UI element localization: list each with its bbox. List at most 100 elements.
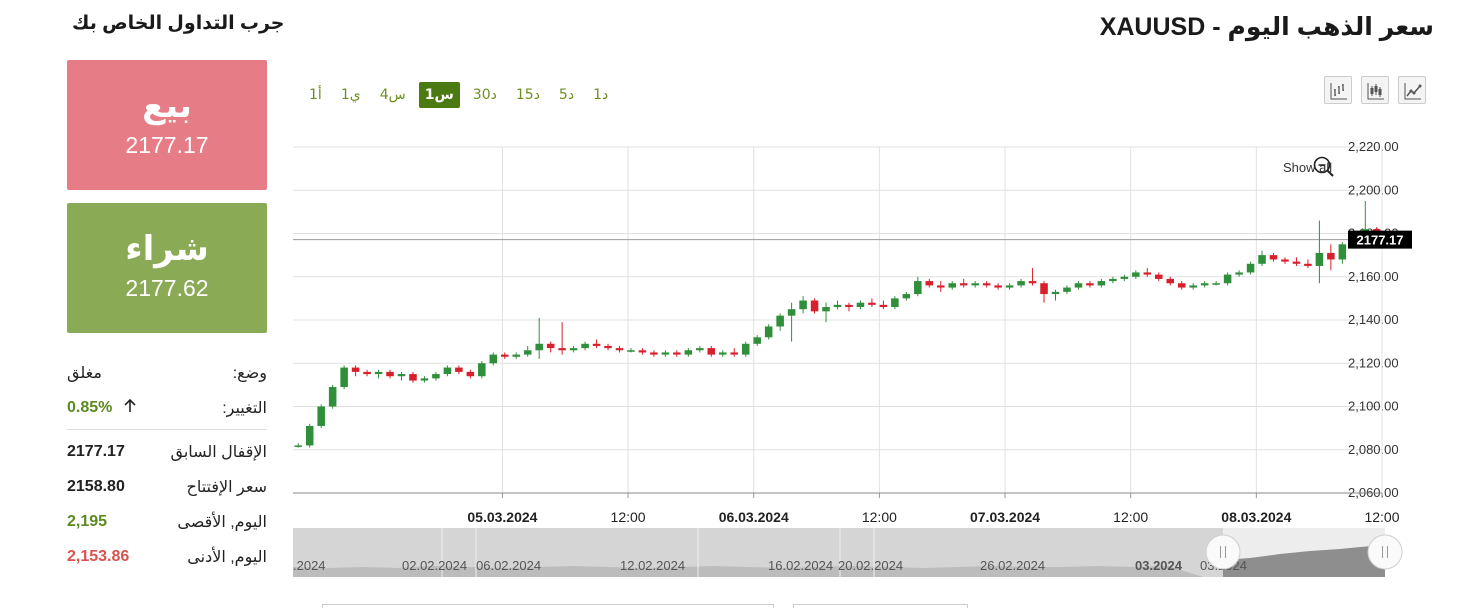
candle-body [1028, 281, 1037, 284]
candle [466, 369, 475, 379]
candle [455, 365, 463, 375]
candle [707, 345, 716, 357]
candle-body [1223, 274, 1232, 284]
candle-body [764, 326, 773, 338]
candle-body [810, 300, 819, 312]
candle [1189, 283, 1197, 290]
open-value: 2158.80 [67, 477, 125, 495]
candle-body [489, 354, 498, 364]
candle-body [1086, 283, 1094, 286]
tab-timeframe-15m[interactable]: 15د [515, 87, 540, 103]
candle [799, 296, 807, 314]
candle-body [1212, 283, 1220, 285]
line-chart-button[interactable] [1398, 76, 1426, 104]
candle [1005, 283, 1014, 290]
x-tick-label: 12:00 [1113, 509, 1148, 525]
candlestick-icon [1367, 83, 1384, 100]
candle-body [1292, 261, 1301, 264]
candle [615, 345, 624, 353]
tab-timeframe-5m[interactable]: 5د [558, 87, 575, 103]
open-row: سعر الإفتتاح 2158.80 [67, 469, 267, 504]
candle-body [294, 445, 303, 447]
zoom-icon[interactable] [1313, 156, 1334, 177]
candle-body [845, 304, 853, 308]
candle-body [615, 348, 624, 351]
candle-body [340, 367, 348, 388]
candle-body [1304, 263, 1312, 266]
tab-timeframe-4h[interactable]: 4س [379, 87, 406, 103]
candle-body [902, 294, 911, 299]
sell-label: بيع [142, 86, 192, 126]
candle-body [546, 343, 555, 349]
candle-body [994, 285, 1002, 288]
candle [569, 345, 578, 353]
candle [1154, 272, 1163, 282]
zoom-icon-ring [1313, 156, 1331, 174]
candle [1200, 281, 1209, 288]
candle-body [328, 387, 337, 407]
tab-timeframe-1m[interactable]: 1د [593, 87, 609, 103]
bar-chart-button[interactable] [1324, 76, 1352, 104]
buy-button[interactable]: شراء 2177.62 [67, 203, 267, 333]
candle-body [1154, 274, 1163, 279]
candle [512, 352, 521, 359]
candle [386, 369, 394, 379]
buy-price: 2177.62 [125, 275, 209, 301]
candle [822, 302, 830, 323]
navigator-left-handle[interactable] [1205, 534, 1241, 570]
candle-body [1132, 272, 1140, 277]
tab-timeframe-1h[interactable]: 1س [418, 82, 460, 108]
candle [833, 300, 842, 310]
price-chart[interactable]: 2,220.002,200.002,180.002,160.002,140.00… [290, 130, 1450, 582]
candle [971, 281, 979, 288]
low-label: اليوم, الأدنى [187, 548, 267, 566]
candle-body [558, 348, 566, 351]
navigator-label: 12.02.2024 [620, 558, 685, 573]
page-title: سعر الذهب اليوم - XAUUSD [1099, 13, 1434, 41]
candle [1177, 281, 1186, 290]
candle [661, 350, 670, 357]
y-tick-label: 2,200.00 [1348, 182, 1399, 197]
candle [1166, 276, 1175, 286]
candle-body [1246, 263, 1255, 273]
candle [1097, 278, 1106, 288]
candle-body [822, 307, 830, 312]
navigator-series-area [293, 566, 1203, 577]
tab-timeframe-1w[interactable]: 1أ [309, 87, 322, 103]
candle [776, 313, 784, 331]
open-label: سعر الإفتتاح [186, 478, 267, 496]
candle [478, 361, 486, 379]
sell-button[interactable]: بيع 2177.17 [67, 60, 267, 190]
candle [1109, 276, 1117, 284]
candle [489, 352, 498, 366]
y-tick-label: 2,100.00 [1348, 399, 1399, 414]
prev-close-label: الإقفال السابق [170, 443, 267, 461]
candle-body [1258, 255, 1266, 264]
show-all-label: Show all [1283, 160, 1332, 175]
candle-body [1315, 252, 1324, 266]
candle [741, 341, 750, 357]
candle-body [466, 371, 475, 377]
navigator-label: 16.02.2024 [768, 558, 833, 573]
navigator-selected-series [1223, 545, 1385, 577]
high-label: اليوم, الأقصى [177, 513, 267, 531]
candle [868, 298, 876, 308]
candle [317, 404, 325, 429]
tab-timeframe-30m[interactable]: 30د [472, 87, 497, 103]
candlestick-button[interactable] [1361, 76, 1389, 104]
candle [1246, 261, 1255, 275]
navigator-right-handle[interactable] [1367, 534, 1403, 570]
candle-body [1235, 272, 1243, 275]
tab-timeframe-1d[interactable]: 1ي [340, 87, 361, 103]
candle [1017, 278, 1025, 288]
candle [328, 384, 337, 409]
candle-body [512, 354, 521, 357]
candle [650, 350, 658, 357]
candle-body [684, 350, 693, 355]
candle [592, 339, 601, 349]
candle-body [351, 367, 360, 372]
candle-body [948, 283, 957, 288]
zoom-icon-handle [1326, 169, 1334, 177]
y-tick-label: 2,220.00 [1348, 139, 1399, 154]
navigator[interactable]: .2024 02.02.2024 06.02.2024 12.02.2024 16.02… [293, 528, 1403, 577]
